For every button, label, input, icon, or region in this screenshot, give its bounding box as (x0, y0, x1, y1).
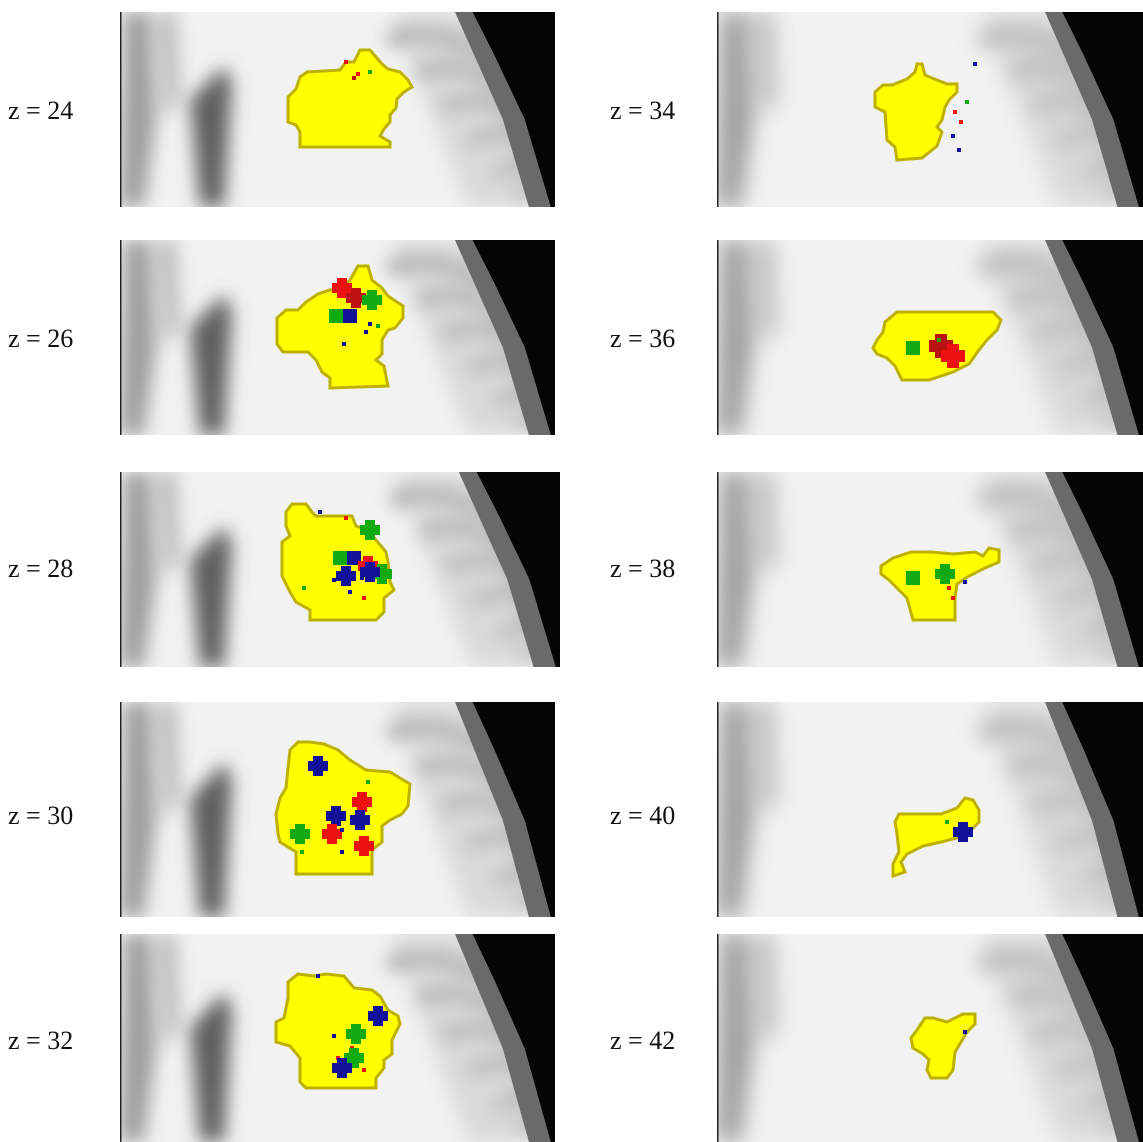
slice-label: z = 42 (610, 1026, 676, 1055)
marker-darkred (346, 288, 366, 308)
marker-green (346, 1024, 366, 1044)
marker-blue (368, 1006, 388, 1026)
slice-image (120, 12, 555, 207)
marker-green (329, 309, 343, 323)
marker-blue (957, 148, 961, 152)
marker-blue (348, 590, 352, 594)
slice-label: z = 24 (8, 96, 74, 125)
marker-green (362, 290, 382, 310)
marker-blue (360, 576, 364, 580)
marker-blue (343, 309, 357, 323)
marker-green (360, 520, 380, 540)
slice-label: z = 32 (8, 1026, 74, 1055)
marker-red (941, 344, 965, 368)
marker-blue (316, 974, 320, 978)
marker-blue (951, 134, 955, 138)
marker-blue (340, 850, 344, 854)
marker-green (945, 820, 949, 824)
marker-blue (973, 62, 977, 66)
marker-blue (336, 566, 356, 586)
marker-green (333, 551, 347, 565)
marker-green (906, 571, 920, 585)
marker-blue (332, 578, 336, 582)
marker-green (937, 338, 941, 342)
marker-red (959, 120, 963, 124)
marker-green (935, 564, 955, 584)
slice-label: z = 28 (8, 554, 74, 583)
slice-image (717, 472, 1143, 667)
marker-red (356, 72, 360, 76)
slice-image (120, 472, 560, 667)
roi-region (873, 62, 959, 162)
marker-blue (368, 322, 372, 326)
marker-red (951, 596, 955, 600)
marker-darkred (352, 76, 356, 80)
marker-red (362, 1068, 366, 1072)
marker-blue (332, 1058, 352, 1078)
marker-blue (332, 1034, 336, 1038)
slice-label: z = 26 (8, 324, 74, 353)
marker-red (322, 824, 342, 844)
roi-region (286, 48, 415, 149)
marker-red (344, 60, 348, 64)
roi-region (909, 1012, 977, 1080)
marker-blue (350, 810, 370, 830)
marker-green (368, 70, 372, 74)
marker-red (953, 110, 957, 114)
marker-red (354, 836, 374, 856)
marker-red (352, 792, 372, 812)
marker-red (344, 516, 348, 520)
marker-blue (953, 822, 973, 842)
roi-region (274, 972, 402, 1090)
marker-blue (340, 828, 344, 832)
marker-blue (347, 551, 361, 565)
slice-image (717, 12, 1143, 207)
marker-blue (326, 806, 346, 826)
roi-region (891, 796, 981, 879)
slice-label: z = 38 (610, 554, 676, 583)
marker-red (947, 586, 951, 590)
marker-green (376, 324, 380, 328)
slice-image (717, 702, 1143, 917)
marker-blue (364, 330, 368, 334)
marker-green (906, 341, 920, 355)
marker-blue (342, 342, 346, 346)
marker-blue (318, 510, 322, 514)
marker-green (300, 850, 304, 854)
marker-blue (963, 580, 967, 584)
slice-image (717, 240, 1143, 435)
slice-label: z = 30 (8, 801, 74, 830)
slice-image (120, 240, 555, 435)
slice-label: z = 40 (610, 801, 676, 830)
marker-blue (963, 1030, 967, 1034)
marker-green (965, 100, 969, 104)
roi-region (274, 740, 412, 876)
slice-label: z = 34 (610, 96, 676, 125)
slice-label: z = 36 (610, 324, 676, 353)
marker-blue (308, 756, 328, 776)
slice-image (120, 934, 555, 1142)
marker-green (290, 824, 310, 844)
slice-image (717, 934, 1143, 1142)
marker-green (366, 780, 370, 784)
marker-green (302, 586, 306, 590)
slice-image (120, 702, 555, 917)
marker-blue (360, 562, 380, 582)
marker-red (362, 596, 366, 600)
